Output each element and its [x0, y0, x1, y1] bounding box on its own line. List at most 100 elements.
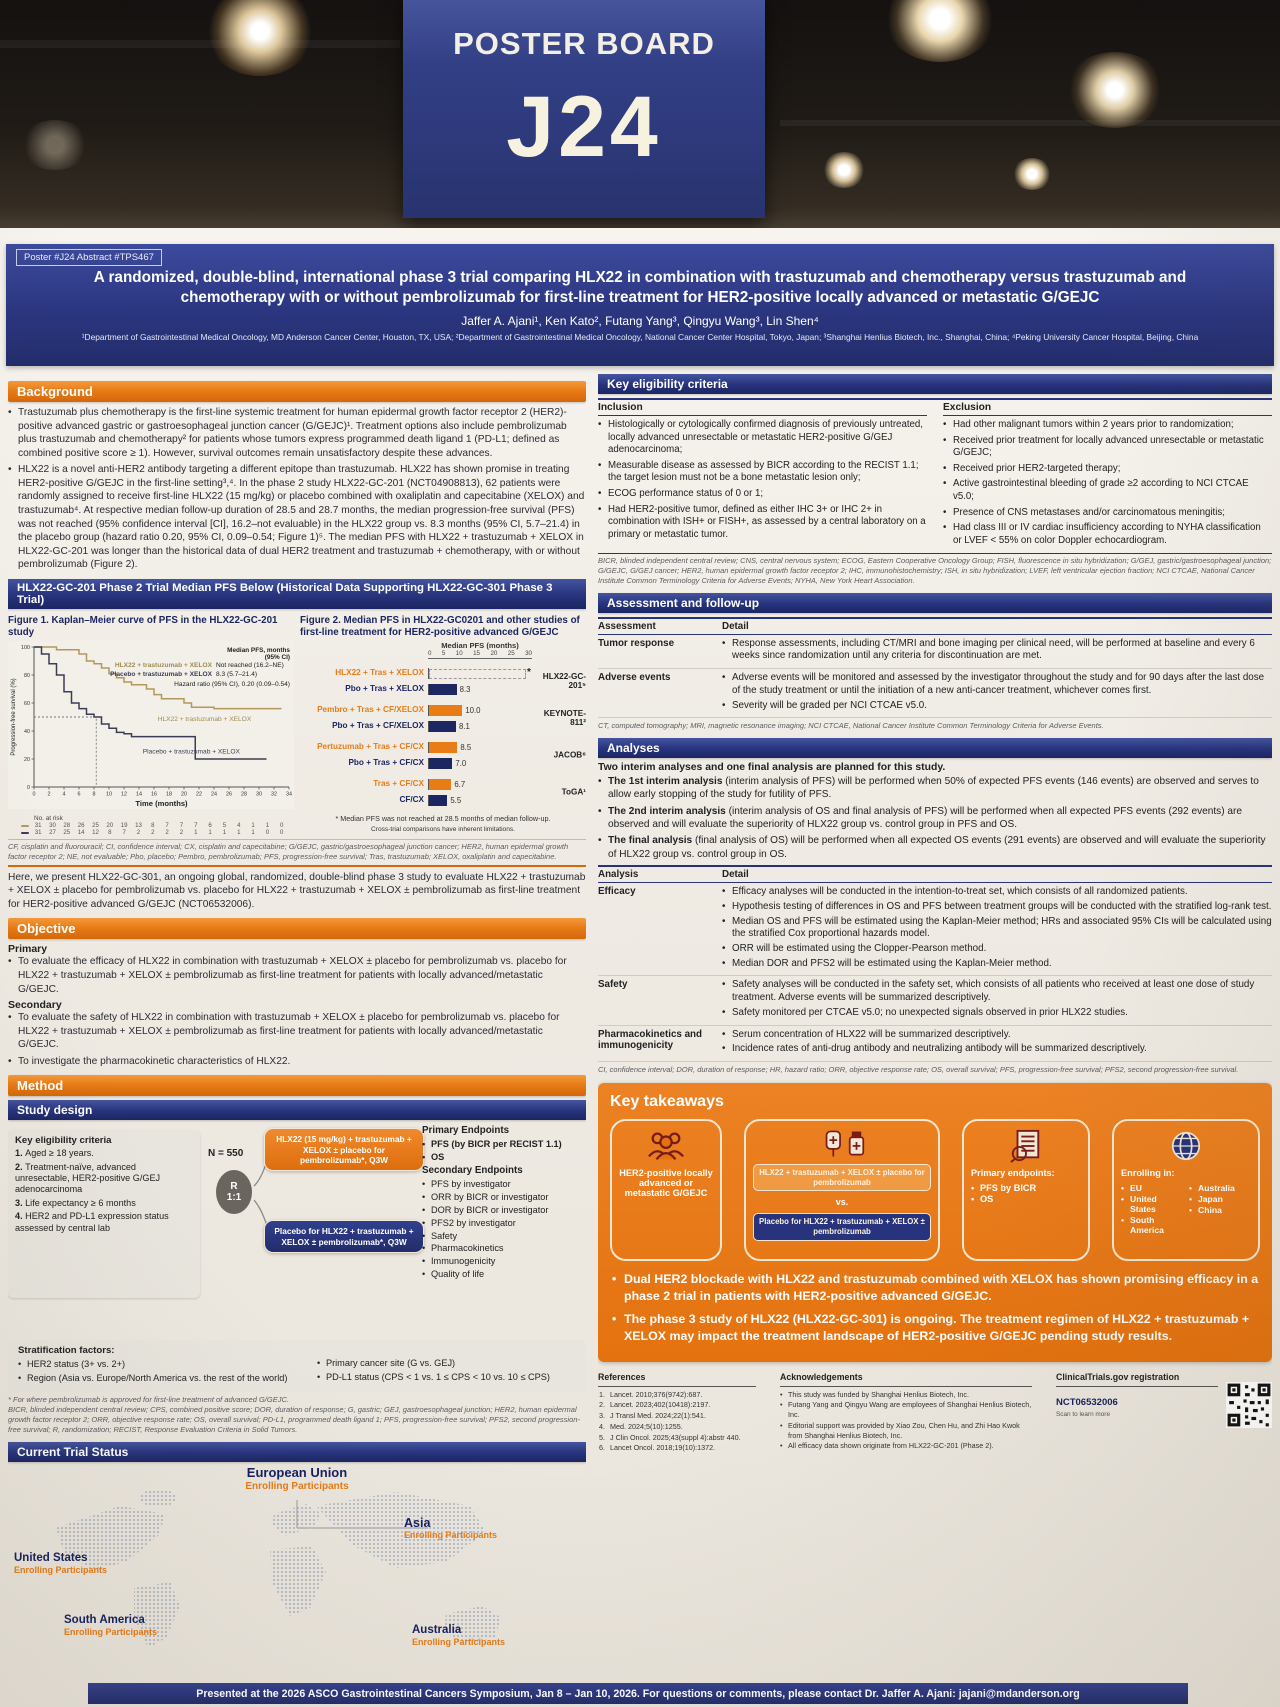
section-trial-status: Current Trial Status: [8, 1441, 586, 1462]
primary-endpoints-items: PFS by BICROS: [971, 1183, 1081, 1205]
references-block: References Lancet. 2010;376(9742):687. La…: [598, 1372, 756, 1454]
svg-text:20: 20: [181, 792, 187, 798]
versus-label: vs.: [835, 1197, 849, 1208]
svg-text:Progression-free survival (%): Progression-free survival (%): [11, 679, 17, 756]
takeaway-arm2: Placebo for HLX22 + trastuzumab + XELOX …: [753, 1213, 931, 1241]
svg-text:32: 32: [271, 792, 277, 798]
list-item: The phase 3 study of HLX22 (HLX22-GC-301…: [610, 1311, 1260, 1344]
list-item: Histologically or cytologically confirme…: [598, 419, 927, 457]
objective-primary-label: Primary: [8, 943, 48, 956]
svg-text:18: 18: [166, 792, 172, 798]
key-takeaways-box: Key takeaways HER2-positive locally adva…: [598, 1082, 1272, 1362]
analysis-table: Analysis Detail EfficacyEfficacy analyse…: [598, 865, 1272, 1063]
svg-text:28: 28: [241, 792, 247, 798]
list-item: Had HER2-positive tumor, defined as eith…: [598, 504, 927, 542]
objective-primary: To evaluate the efficacy of HLX22 in com…: [8, 955, 586, 996]
list-item: Primary cancer site (G vs. GEJ): [317, 1358, 576, 1370]
analyses-intro: Two interim analyses and one final analy…: [598, 762, 946, 774]
legend-row: Placebo + trastuzumab + XELOX 8.3 (5.7–2…: [110, 671, 258, 679]
primary-endpoints: PFS (by BICR per RECIST 1.1)OS: [422, 1139, 586, 1164]
at-risk-row: 31 30 28 26 25 20 19 13 8 7 7 7 6 5 4 1 1 0: [21, 822, 289, 829]
svg-text:60: 60: [24, 701, 30, 707]
list-item: Measurable disease as assessed by BICR a…: [598, 460, 927, 485]
poster-footer: Presented at the 2026 ASCO Gastrointesti…: [88, 1683, 1188, 1704]
list-item: Treatment-naïve, advanced unresectable, …: [15, 1161, 161, 1195]
ceiling-light: [885, 0, 995, 62]
ceiling-light: [20, 120, 90, 170]
secondary-endpoints: PFS by investigatorORR by BICR or invest…: [422, 1179, 586, 1282]
qr-code: [1226, 1381, 1272, 1428]
analyses-bullets: The 1st interim analysis (interim analys…: [598, 775, 1272, 861]
section-objective: Objective: [8, 918, 586, 940]
sample-size-label: N = 550: [208, 1148, 244, 1160]
region-south-america: South America Enrolling Participants: [64, 1613, 158, 1637]
svg-text:6: 6: [78, 792, 81, 798]
randomization-icon: R 1:1: [216, 1170, 252, 1215]
list-item: Presence of CNS metastases and/or carcin…: [943, 507, 1272, 520]
list-item: To investigate the pharmacokinetic chara…: [8, 1055, 586, 1069]
svg-text:100: 100: [21, 645, 30, 651]
table-row: SafetySafety analyses will be conducted …: [598, 976, 1272, 1026]
figure-1-kaplan-meier: Figure 1. Kaplan–Meier curve of PFS in t…: [8, 613, 294, 836]
section-eligibility: Key eligibility criteria: [598, 374, 1272, 394]
figure-abbreviations: CF, cisplatin and fluorouracil; CI, conf…: [8, 839, 586, 862]
region-australia: Australia Enrolling Participants: [412, 1623, 506, 1647]
hazard-ratio-note: Hazard ratio (95% CI), 0.20 (0.09–0.54): [174, 681, 290, 689]
list-item: Lancet Oncol. 2018;19(10):1372.: [599, 1443, 716, 1453]
table-row: Pharmacokinetics and immunogenicitySerum…: [598, 1026, 1272, 1063]
section-study-design: Study design: [8, 1100, 586, 1121]
ceiling-beam: [0, 40, 400, 48]
background-bullets: Trastuzumab plus chemotherapy is the fir…: [8, 406, 586, 572]
list-item: Trastuzumab plus chemotherapy is the fir…: [8, 406, 586, 460]
at-risk-row: 31 27 25 14 12 8 7 2 2 2 2 1 1 1 1 1 0 0: [21, 829, 289, 836]
section-assessment: Assessment and follow-up: [598, 592, 1272, 613]
stratification-col2: Primary cancer site (G vs. GEJ) PD-L1 sta…: [317, 1358, 576, 1384]
analysis-plan-bullet: The 1st interim analysis (interim analys…: [598, 775, 1272, 802]
takeaway-card-treatment: HLX22 + trastuzumab + XELOX ± placebo fo…: [744, 1118, 940, 1261]
document-magnifier-icon: [1010, 1129, 1040, 1163]
list-item: Lancet. 2010;376(9742):687.: [599, 1389, 703, 1399]
list-item: Australia: [1189, 1183, 1251, 1193]
list-item: Received prior treatment for locally adv…: [943, 435, 1272, 460]
svg-text:10: 10: [106, 792, 112, 798]
figure-2-footnote: * Median PFS was not reached at 28.5 mon…: [335, 814, 551, 833]
inclusion-header: Inclusion: [598, 402, 927, 416]
ceiling-beam: [780, 120, 1280, 126]
svg-text:80: 80: [24, 673, 30, 679]
patients-icon: [648, 1132, 684, 1160]
svg-text:26: 26: [226, 792, 232, 798]
design-footnote-1: * For where pembrolizumab is approved fo…: [8, 1394, 289, 1404]
ceiling-light: [1065, 52, 1165, 128]
list-item: To evaluate the efficacy of HLX22 in com…: [8, 955, 586, 996]
enrolling-regions: EUUnited StatesSouth America AustraliaJap…: [1121, 1183, 1251, 1235]
list-item: Received prior HER2-targeted therapy;: [943, 463, 1272, 476]
objective-secondary-label: Secondary: [8, 999, 62, 1012]
present-paragraph: Here, we present HLX22-GC-301, an ongoin…: [8, 864, 586, 912]
list-item: PFS (by BICR per RECIST 1.1): [422, 1139, 586, 1151]
design-eligibility-box: Key eligibility criteria Aged ≥ 18 years…: [8, 1130, 200, 1299]
list-item: HLX22 is a novel anti-HER2 antibody targ…: [8, 463, 586, 572]
analysis-plan-bullet: The 2nd interim analysis (interim analys…: [598, 805, 1272, 832]
poster-board-number: J24: [506, 79, 662, 175]
takeaway-card-endpoints: Primary endpoints: PFS by BICROS: [962, 1118, 1090, 1261]
svg-text:8: 8: [93, 792, 96, 798]
list-item: Futang Yang and Qingyu Wang are employee…: [780, 1400, 1032, 1419]
list-item: Had other malignant tumors within 2 year…: [943, 419, 1272, 432]
svg-text:Time (months): Time (months): [135, 799, 188, 808]
acknowledgements-block: Acknowledgements This study was funded b…: [780, 1372, 1032, 1454]
list-item: Editorial support was provided by Xiao Z…: [780, 1421, 1032, 1440]
list-item: Quality of life: [422, 1269, 586, 1281]
list-item: Med. 2024;5(10):1255.: [599, 1421, 683, 1431]
poster-header: Poster #J24 Abstract #TPS467 A randomize…: [6, 244, 1274, 366]
list-item: J Clin Oncol. 2025;43(suppl 4):abstr 440…: [599, 1432, 741, 1442]
list-item: All efficacy data shown originate from H…: [780, 1441, 1032, 1451]
list-item: OS: [971, 1194, 1081, 1204]
list-item: China: [1189, 1205, 1251, 1215]
conference-hall-ceiling: POSTER BOARD J24: [0, 0, 1280, 232]
stratification-box: Stratification factors: HER2 status (3+ …: [8, 1340, 586, 1392]
figure-2-study-group: Pembro + Tras + CF/XELOX 10.0 Pbo + Tras +…: [317, 704, 586, 732]
list-item: PFS by BICR: [971, 1183, 1081, 1193]
svg-text:2: 2: [48, 792, 51, 798]
svg-text:4: 4: [63, 792, 66, 798]
assessment-footnote: CT, computed tomography; MRI, magnetic r…: [598, 721, 1104, 731]
